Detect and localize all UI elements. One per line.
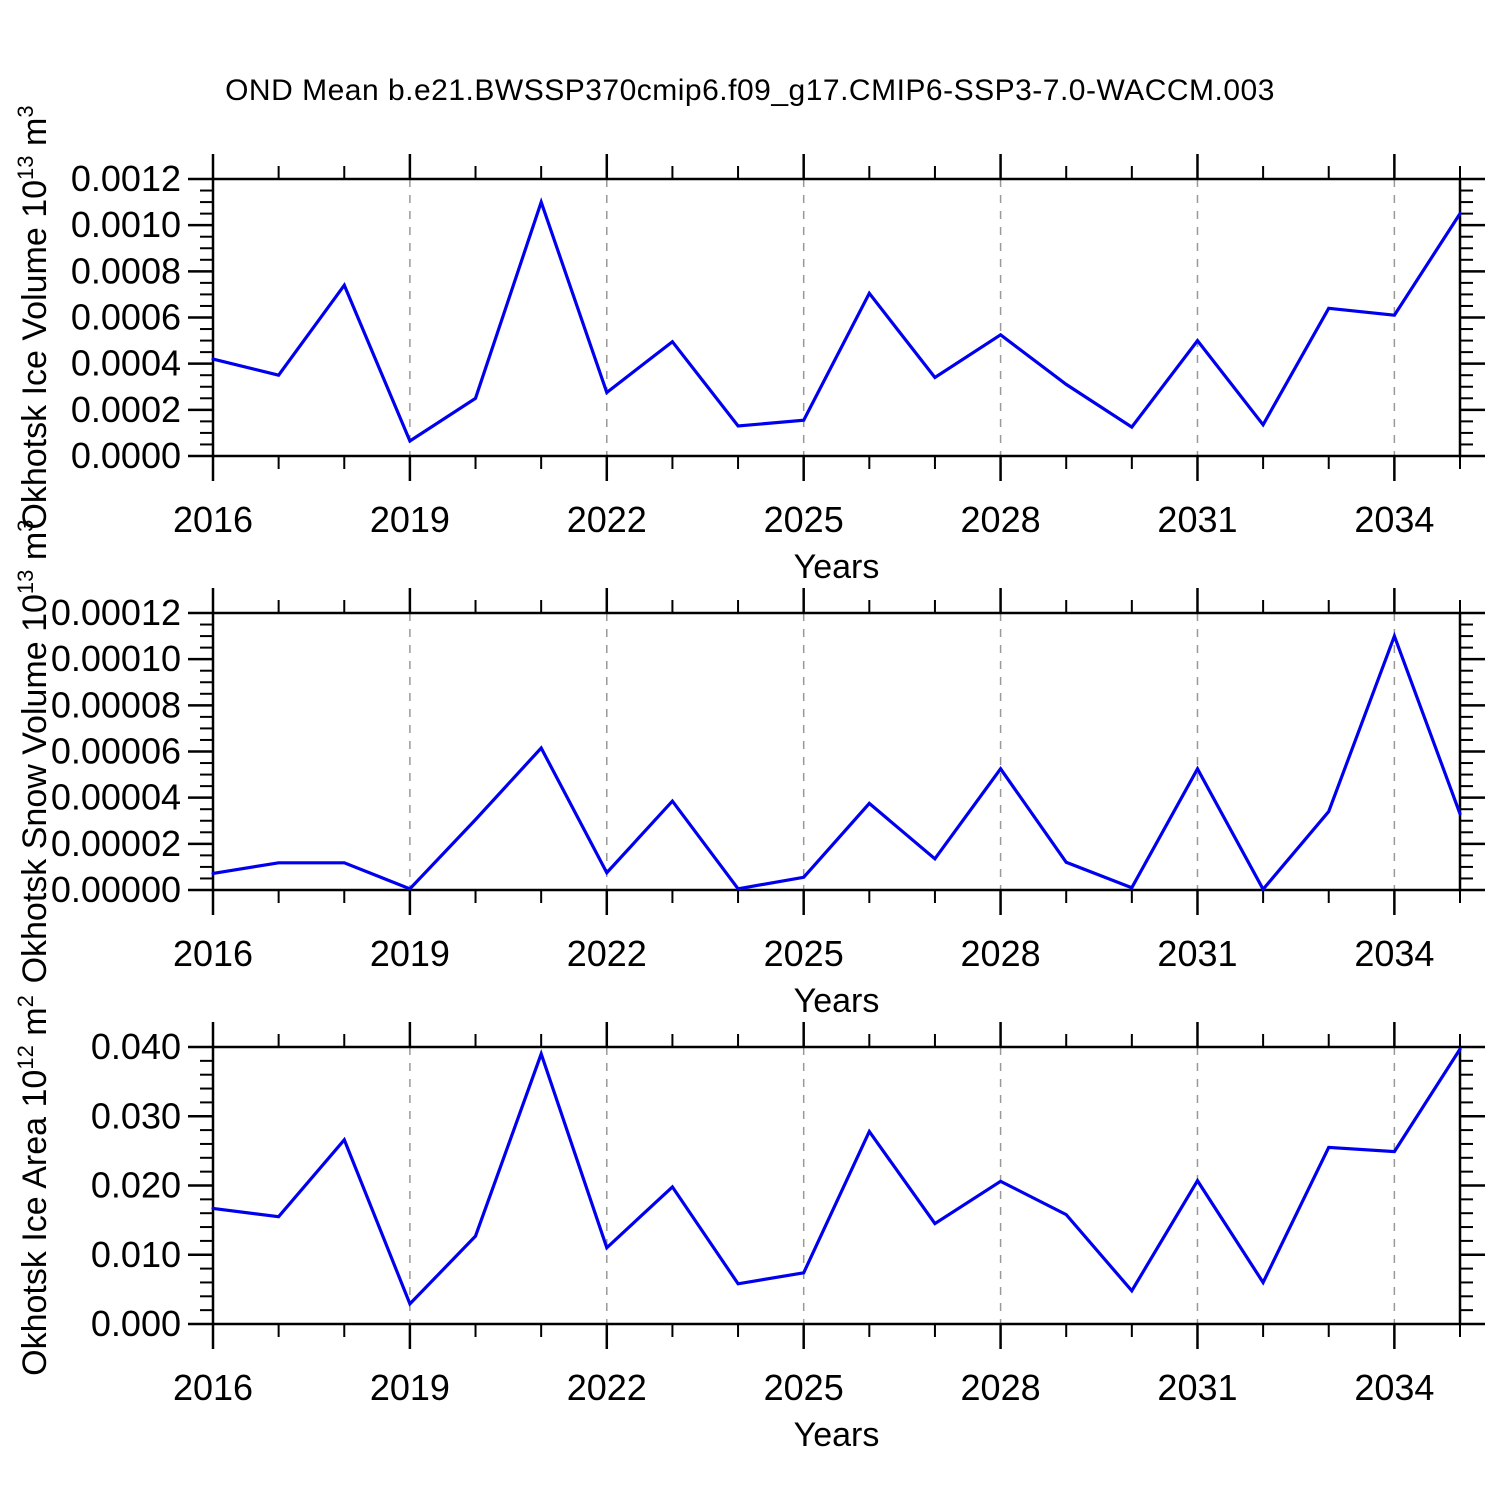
x-tick-label: 2019 — [370, 1367, 450, 1408]
y-tick-label: 0.020 — [91, 1165, 181, 1206]
y-tick-label: 0.0010 — [71, 204, 181, 245]
x-axis-title: Years — [794, 1416, 880, 1454]
y-axis-title: Okhotsk Snow Volume 1013 m3 — [13, 520, 54, 984]
y-tick-label: 0.000 — [91, 1303, 181, 1344]
x-tick-label: 2025 — [764, 933, 844, 974]
y-tick-label: 0.00012 — [51, 592, 181, 633]
panel-okhotsk-snow-volume: 0.00000 0.00002 0.00004 0.00006 0.00008 0.000… — [13, 520, 1485, 1020]
x-tick-label: 2019 — [370, 933, 450, 974]
x-tick-label: 2016 — [173, 499, 253, 540]
y-tick-label: 0.030 — [91, 1095, 181, 1136]
x-tick-label: 2028 — [961, 1367, 1041, 1408]
y-tick-label: 0.010 — [91, 1234, 181, 1275]
x-axis-title: Years — [794, 548, 880, 586]
data-line-okhotsk-ice-volume — [211, 197, 1462, 444]
y-axis-title: Okhotsk Ice Volume 1013 m3 — [13, 105, 54, 529]
chart-title: OND Mean b.e21.BWSSP370cmip6.f09_g17.CMI… — [225, 74, 1275, 107]
x-tick-label: 2022 — [567, 499, 647, 540]
x-tick-label: 2034 — [1354, 1367, 1434, 1408]
y-tick-label: 0.00002 — [51, 823, 181, 864]
x-tick-label: 2016 — [173, 933, 253, 974]
x-tick-label: 2025 — [764, 499, 844, 540]
data-line-okhotsk-snow-volume — [211, 631, 1462, 893]
plot-frame — [211, 611, 1462, 892]
x-tick-label: 2025 — [764, 1367, 844, 1408]
data-line-okhotsk-ice-area — [211, 1047, 1462, 1307]
y-tick-label: 0.00006 — [51, 731, 181, 772]
y-tick-label: 0.0012 — [71, 158, 181, 199]
y-tick-label: 0.0006 — [71, 297, 181, 338]
x-axis-title: Years — [794, 982, 880, 1020]
x-tick-label: 2031 — [1157, 933, 1237, 974]
y-axis-title: Okhotsk Ice Area 1012 m2 — [13, 995, 54, 1376]
x-tick-label: 2034 — [1354, 933, 1434, 974]
y-tick-label: 0.0004 — [71, 343, 181, 384]
x-tick-label: 2028 — [961, 499, 1041, 540]
y-tick-label: 0.040 — [91, 1026, 181, 1067]
y-tick-label: 0.0008 — [71, 250, 181, 291]
x-tick-label: 2016 — [173, 1367, 253, 1408]
x-tick-label: 2022 — [567, 933, 647, 974]
y-tick-label: 0.00004 — [51, 777, 181, 818]
x-tick-label: 2022 — [567, 1367, 647, 1408]
panel-okhotsk-ice-area: 0.000 0.010 0.020 0.030 0.040 2016 2019 2022 202… — [13, 995, 1485, 1454]
x-tick-label: 2019 — [370, 499, 450, 540]
y-tick-label: 0.0000 — [71, 435, 181, 476]
x-tick-label: 2028 — [961, 933, 1041, 974]
x-tick-label: 2031 — [1157, 1367, 1237, 1408]
y-tick-label: 0.00008 — [51, 684, 181, 725]
x-tick-label: 2034 — [1354, 499, 1434, 540]
y-tick-label: 0.00010 — [51, 638, 181, 679]
y-tick-label: 0.0002 — [71, 389, 181, 430]
panel-okhotsk-ice-volume: 0.0000 0.0002 0.0004 0.0006 0.0008 0.0010 0.00… — [13, 105, 1485, 586]
x-tick-label: 2031 — [1157, 499, 1237, 540]
y-tick-label: 0.00000 — [51, 869, 181, 910]
